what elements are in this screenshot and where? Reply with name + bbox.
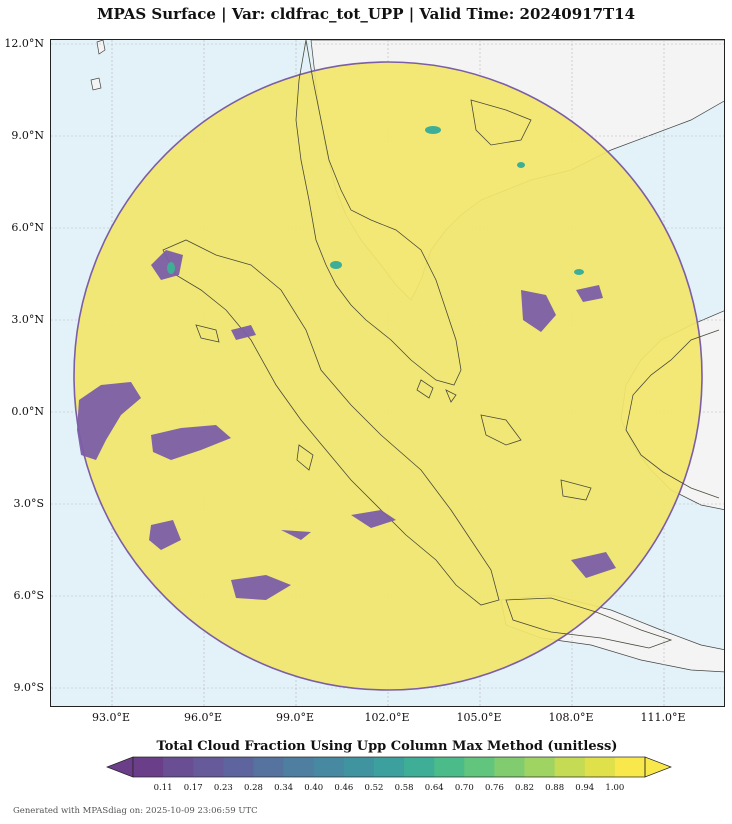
colorbar-segment: [133, 757, 164, 777]
colorbar-title: Total Cloud Fraction Using Upp Column Ma…: [156, 739, 618, 754]
cloud-patch-east-1: [521, 290, 556, 332]
map-panel[interactable]: [50, 39, 725, 707]
map-title: MPAS Surface | Var: cldfrac_tot_UPP | Va…: [96, 5, 636, 23]
colorbar-segment: [163, 757, 194, 777]
cloud-patch-west-4: [149, 520, 181, 550]
colorbar-segment: [524, 757, 556, 777]
colorbar-tick-label: 0.58: [394, 783, 414, 793]
colorbar: [106, 756, 672, 778]
colorbar-segment: [223, 757, 254, 777]
colorbar-tick-label: 0.88: [545, 783, 565, 793]
colorbar-tick-label: 0.23: [213, 783, 233, 793]
x-tick-label: 93.0°E: [91, 711, 131, 724]
colorbar-segment: [404, 757, 435, 777]
colorbar-segment: [614, 757, 646, 777]
colorbar-border: [132, 756, 646, 778]
y-tick-label: 3.0°N: [11, 313, 44, 326]
colorbar-segment: [584, 757, 616, 777]
malay-peninsula-coast: [295, 40, 462, 386]
colorbar-tick-label: 0.17: [183, 783, 203, 793]
colorbar-segment: [373, 757, 405, 777]
colorbar-segment: [193, 757, 224, 777]
x-tick-label: 108.0°E: [548, 711, 594, 724]
colorbar-tick-label: 0.40: [304, 783, 324, 793]
mentawai-island: [296, 444, 314, 471]
belitung-island: [560, 479, 592, 501]
map-canvas: [51, 40, 724, 706]
cloud-patch-mid-1: [231, 325, 256, 340]
y-tick-label: 6.0°N: [11, 221, 44, 234]
domain-field: [73, 61, 703, 691]
mid-cloud-specks: [167, 126, 584, 275]
x-tick-label: 99.0°E: [275, 711, 315, 724]
y-tick-label: 9.0°N: [11, 129, 44, 142]
colorbar-tick-label: 0.11: [153, 783, 173, 793]
colorbar-tick-label: 0.70: [454, 783, 474, 793]
colorbar-extend-max: [644, 756, 672, 778]
colorbar-tick-label: 0.94: [575, 783, 595, 793]
land-nw-islands: [90, 40, 106, 91]
cloud-patch-east-2: [576, 285, 603, 302]
sumatra-coast: [162, 239, 500, 606]
x-tick-label: 105.0°E: [456, 711, 502, 724]
colorbar-tick-label: 0.34: [274, 783, 294, 793]
cloud-patch-west-3: [151, 250, 183, 280]
cloud-patch-west-1: [77, 382, 141, 460]
colorbar-tick-label: 1.00: [605, 783, 625, 793]
cloud-patch-south-2: [281, 530, 311, 540]
colorbar-segment: [343, 757, 375, 777]
colorbar-extend-min: [106, 756, 134, 778]
y-tick-label: 12.0°N: [4, 37, 44, 50]
cloud-patches: [77, 250, 616, 600]
colorbar-tick-label: 0.28: [244, 783, 263, 793]
colorbar-segment: [494, 757, 526, 777]
y-tick-label: 3.0°S: [13, 497, 44, 510]
cloud-patch-west-2: [151, 425, 231, 460]
colorbar-segment: [313, 757, 345, 777]
generated-footer: Generated with MPASdiag on: 2025-10-09 2…: [13, 806, 258, 816]
riau-islands: [416, 379, 457, 403]
coastlines: [162, 40, 720, 649]
colorbar-segment: [554, 757, 586, 777]
cloud-patch-south-1: [231, 575, 291, 600]
x-tick-label: 102.0°E: [364, 711, 410, 724]
x-tick-label: 96.0°E: [183, 711, 223, 724]
colorbar-tick-label: 0.76: [484, 783, 504, 793]
gulf-thailand-coast: [470, 99, 532, 146]
y-tick-label: 9.0°S: [13, 681, 44, 694]
colorbar-segment: [464, 757, 495, 777]
colorbar-segment: [253, 757, 285, 777]
java-coast-inside: [505, 597, 673, 649]
cloud-patch-south-3: [351, 510, 396, 528]
borneo-coast-inside: [625, 329, 720, 499]
colorbar-tick-label: 0.82: [515, 783, 534, 793]
colorbar-tick-label: 0.64: [424, 783, 444, 793]
colorbar-segment: [283, 757, 315, 777]
x-tick-label: 111.0°E: [640, 711, 686, 724]
cloud-patch-southeast-1: [571, 552, 616, 578]
y-tick-label: 6.0°S: [13, 589, 44, 602]
nias-island: [195, 324, 220, 343]
colorbar-segment: [434, 757, 465, 777]
bangka-island: [480, 414, 522, 446]
y-tick-label: 0.0°N: [11, 405, 44, 418]
colorbar-tick-label: 0.52: [364, 783, 384, 793]
colorbar-tick-label: 0.46: [334, 783, 354, 793]
